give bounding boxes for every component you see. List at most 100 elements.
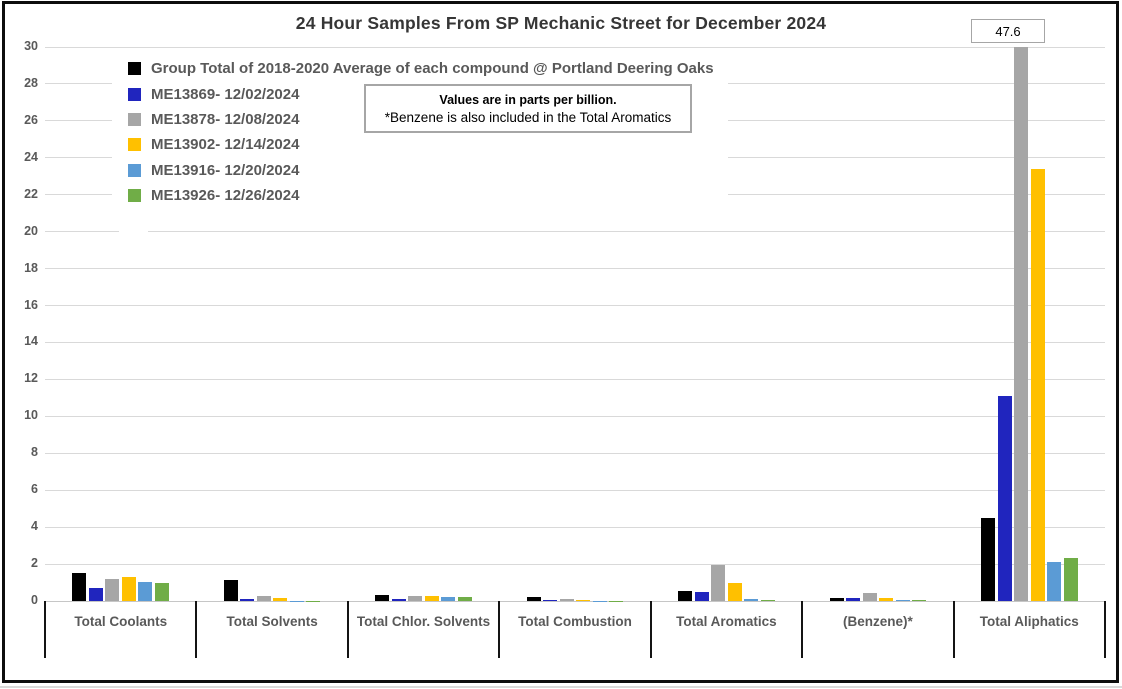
gridline-16 bbox=[45, 305, 1105, 307]
y-axis-label-28: 28 bbox=[24, 75, 38, 90]
bar-total-combustion-s2 bbox=[559, 598, 574, 601]
category-label-total-aromatics: Total Aromatics bbox=[676, 614, 777, 629]
bar-total-chlor-solvents-s1 bbox=[391, 598, 406, 601]
category-label-total-solvents: Total Solvents bbox=[226, 614, 318, 629]
clipped-bar-value-callout: 47.6 bbox=[971, 19, 1045, 43]
bar-benzene-s4 bbox=[895, 600, 910, 601]
y-axis-label-20: 20 bbox=[24, 223, 38, 238]
legend-marker-icon bbox=[128, 138, 141, 152]
bar-total-aromatics-s0 bbox=[678, 590, 693, 601]
bar-total-aliphatics-s4 bbox=[1047, 562, 1062, 601]
y-axis-label-14: 14 bbox=[24, 334, 38, 349]
bar-total-aromatics-s1 bbox=[694, 591, 709, 601]
bar-total-chlor-solvents-s5 bbox=[457, 596, 472, 601]
legend-marker-icon bbox=[128, 163, 141, 177]
legend-marker-icon bbox=[128, 87, 141, 101]
category-tick-separator bbox=[1104, 601, 1106, 658]
bar-total-aliphatics-s1 bbox=[997, 396, 1012, 601]
category-label-total-aliphatics: Total Aliphatics bbox=[979, 614, 1079, 629]
gridline-20 bbox=[45, 231, 1105, 233]
category-tick-separator bbox=[44, 601, 46, 658]
category-tick-separator bbox=[498, 601, 501, 658]
legend-marker-icon bbox=[128, 189, 141, 203]
y-axis-label-4: 4 bbox=[31, 519, 38, 534]
bar-total-solvents-s1 bbox=[240, 598, 255, 601]
bar-total-coolants-s4 bbox=[138, 581, 153, 601]
bar-total-aromatics-s4 bbox=[744, 599, 759, 601]
bar-total-aliphatics-s5 bbox=[1063, 557, 1078, 601]
bar-total-coolants-s5 bbox=[154, 582, 169, 601]
y-axis-label-8: 8 bbox=[31, 445, 38, 460]
gridline-10 bbox=[45, 415, 1105, 417]
bar-total-chlor-solvents-s0 bbox=[375, 594, 390, 601]
bar-benzene-s2 bbox=[862, 593, 877, 601]
y-axis-label-16: 16 bbox=[24, 297, 38, 312]
bar-total-coolants-s2 bbox=[105, 578, 120, 601]
y-axis-label-6: 6 bbox=[31, 482, 38, 497]
bar-total-aliphatics-s2 bbox=[1014, 47, 1029, 601]
category-tick-separator bbox=[801, 601, 804, 658]
legend-label: ME13926- 12/26/2024 bbox=[151, 187, 300, 205]
bar-total-aliphatics-s3 bbox=[1030, 168, 1045, 601]
bar-total-coolants-s0 bbox=[72, 573, 87, 601]
bar-total-combustion-s1 bbox=[543, 599, 558, 601]
legend-label: ME13916- 12/20/2024 bbox=[151, 161, 300, 179]
y-axis-label-12: 12 bbox=[24, 371, 38, 386]
y-axis-label-10: 10 bbox=[24, 408, 38, 423]
legend-item-me13869: ME13869- 12/02/2024 bbox=[128, 81, 714, 106]
legend-item-me13916: ME13916- 12/20/2024 bbox=[128, 158, 714, 183]
category-label-total-chlor-solvents: Total Chlor. Solvents bbox=[356, 614, 491, 629]
gridline-4 bbox=[45, 526, 1105, 528]
category-label-total-combustion: Total Combustion bbox=[518, 614, 632, 629]
gridline-14 bbox=[45, 341, 1105, 343]
y-axis-label-0: 0 bbox=[31, 593, 38, 607]
white-patch bbox=[119, 218, 148, 244]
bar-total-aromatics-s5 bbox=[760, 599, 775, 601]
bar-total-chlor-solvents-s4 bbox=[441, 597, 456, 601]
gridline-8 bbox=[45, 452, 1105, 454]
bar-total-aromatics-s2 bbox=[711, 564, 726, 601]
note-box: Values are in parts per billion. *Benzen… bbox=[364, 84, 692, 133]
bar-total-combustion-s3 bbox=[576, 599, 591, 601]
legend-label: ME13869- 12/02/2024 bbox=[151, 85, 300, 103]
bar-total-chlor-solvents-s3 bbox=[424, 596, 439, 601]
category-tick-separator bbox=[649, 601, 652, 658]
legend-item-me13926: ME13926- 12/26/2024 bbox=[128, 183, 714, 208]
bar-benzene-s5 bbox=[912, 600, 927, 601]
legend-label: ME13902- 12/14/2024 bbox=[151, 136, 300, 154]
gridline-30 bbox=[45, 46, 1105, 48]
category-tick-separator bbox=[952, 601, 955, 658]
y-axis-label-24: 24 bbox=[24, 149, 38, 164]
note-benzene-line: *Benzene is also included in the Total A… bbox=[384, 109, 672, 125]
y-axis-label-2: 2 bbox=[31, 556, 38, 571]
bar-total-coolants-s1 bbox=[88, 587, 103, 601]
gridline-12 bbox=[45, 378, 1105, 380]
y-axis-label-30: 30 bbox=[24, 39, 38, 53]
category-tick-separator bbox=[346, 601, 349, 658]
bar-benzene-s0 bbox=[829, 597, 844, 601]
bar-total-coolants-s3 bbox=[121, 576, 136, 601]
legend-label: Group Total of 2018-2020 Average of each… bbox=[151, 60, 714, 78]
chart-title: 24 Hour Samples From SP Mechanic Street … bbox=[295, 13, 827, 33]
legend-item-me13878: ME13878- 12/08/2024 bbox=[128, 107, 714, 132]
legend-marker-icon bbox=[128, 112, 141, 126]
bar-benzene-s3 bbox=[879, 598, 894, 601]
note-units-line: Values are in parts per billion. bbox=[439, 92, 617, 107]
legend-label: ME13878- 12/08/2024 bbox=[151, 110, 300, 128]
category-tick-separator bbox=[195, 601, 198, 658]
y-axis-label-18: 18 bbox=[24, 260, 38, 275]
y-axis-label-26: 26 bbox=[24, 112, 38, 127]
gridline-18 bbox=[45, 268, 1105, 270]
bar-total-solvents-s3 bbox=[273, 597, 288, 601]
gridline-2 bbox=[45, 563, 1105, 565]
bar-total-aliphatics-s0 bbox=[981, 517, 996, 601]
bar-total-combustion-s0 bbox=[526, 596, 541, 601]
gridline-6 bbox=[45, 489, 1105, 491]
bar-total-chlor-solvents-s2 bbox=[408, 596, 423, 601]
gridline-0 bbox=[45, 600, 1105, 602]
category-label-benzene: (Benzene)* bbox=[842, 614, 913, 629]
bar-benzene-s1 bbox=[846, 597, 861, 601]
bar-total-solvents-s0 bbox=[223, 579, 238, 601]
